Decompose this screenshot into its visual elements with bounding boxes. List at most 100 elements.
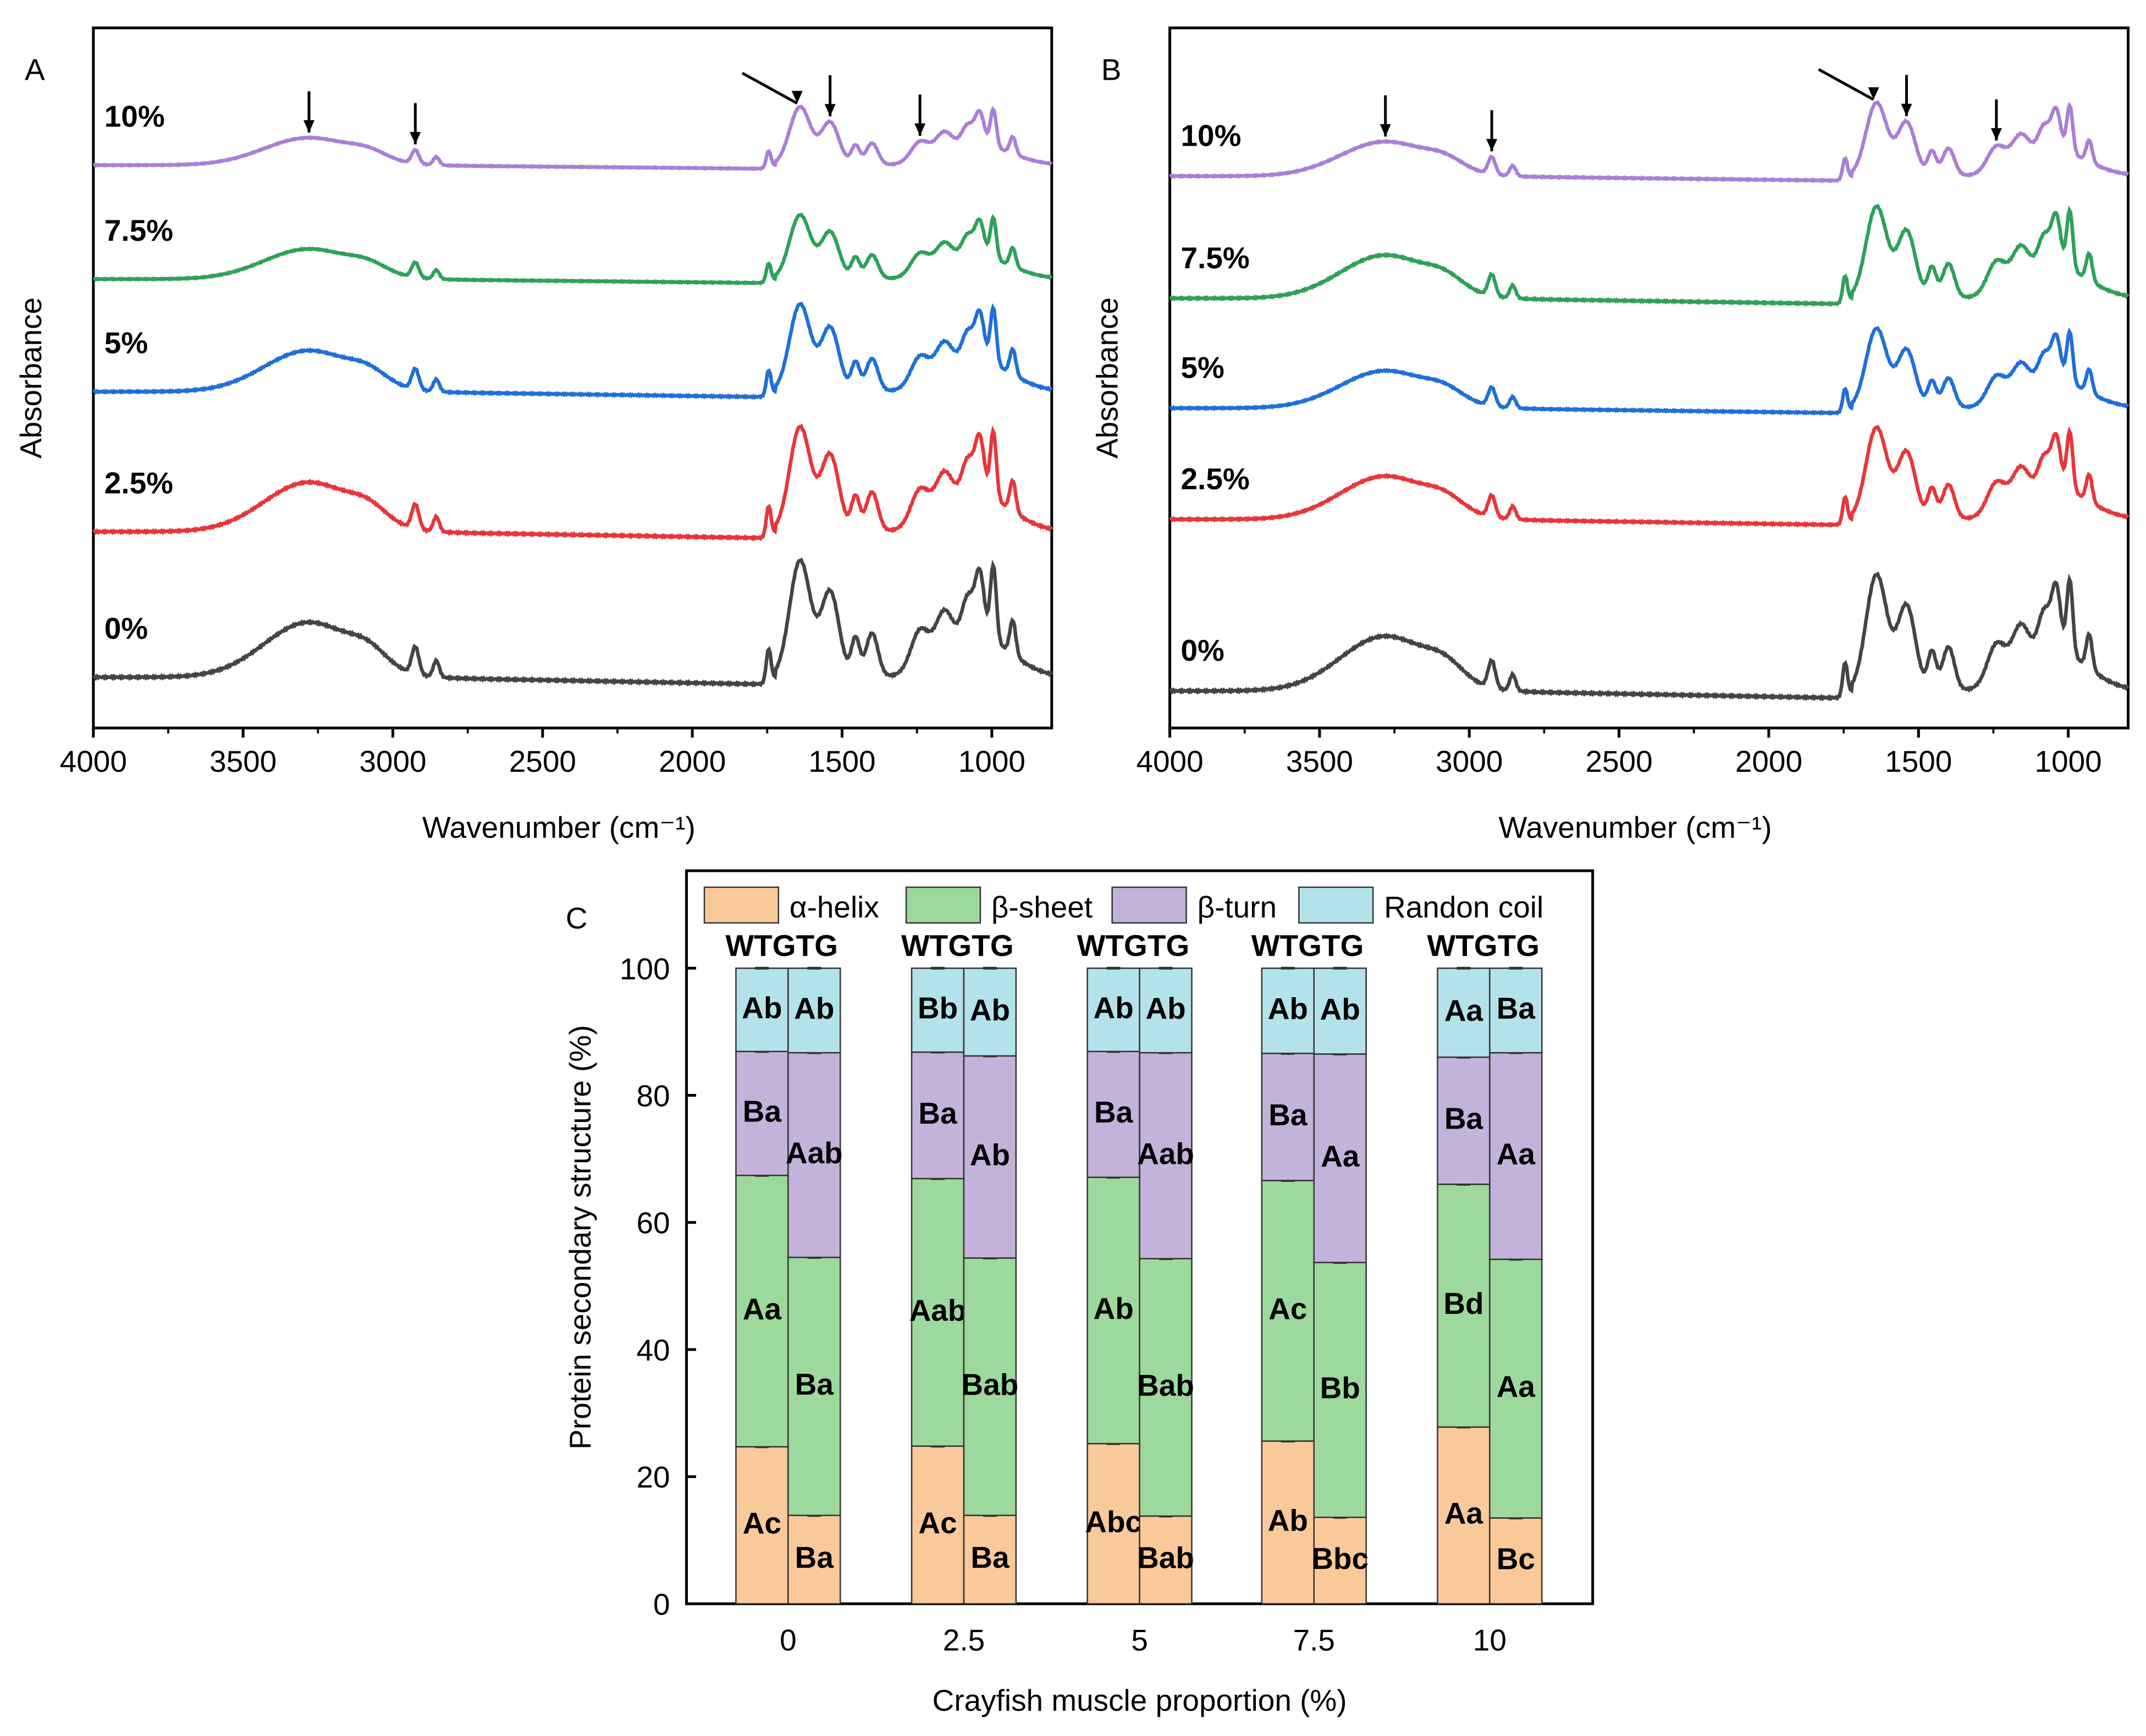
y-tick-label: 0 (653, 1587, 670, 1621)
bar-segment-helix (1437, 1426, 1491, 1605)
arrow-head-icon (1486, 139, 1498, 152)
y-tick-label: 100 (620, 952, 670, 986)
x-tick-label: 2500 (509, 744, 576, 778)
significance-letter: Bbc (1311, 1541, 1369, 1575)
bar-segment-helix (911, 1445, 965, 1605)
significance-letter: Aa (1497, 1369, 1536, 1403)
significance-letter: Bd (1443, 1286, 1483, 1320)
x-tick-label: 3000 (1436, 744, 1503, 778)
x-tick-label: 2000 (659, 744, 726, 778)
significance-letter: Aa (743, 1292, 782, 1326)
spectrum-panel-a: 4000 3500 3000 2500 2000 1500 1000 Wavenumber (… (14, 26, 1053, 844)
spectrum-line-10pct (92, 104, 1053, 172)
group-label: WTG (1251, 928, 1322, 963)
group-label: WTG (1077, 928, 1148, 963)
bar-segment-helix (963, 1514, 1017, 1605)
legend-swatch (1111, 886, 1187, 924)
significance-letter: Bb (918, 991, 958, 1025)
significance-letter: Aab (786, 1136, 843, 1170)
bar-segment-sheet (911, 1177, 965, 1447)
group-label: WTG (1427, 928, 1497, 963)
x-axis-label: Wavenumber (cm⁻¹) (1499, 810, 1772, 844)
spectrum-line-10pct (1169, 100, 2130, 184)
significance-letter: Bab (962, 1368, 1019, 1402)
x-axis-label: Crayfish muscle proportion (%) (933, 1683, 1347, 1717)
significance-letter: Ac (918, 1506, 957, 1540)
x-tick-label: 0 (780, 1623, 797, 1657)
x-tick-label: 1500 (808, 744, 875, 778)
significance-letter: Bab (1137, 1541, 1194, 1575)
bar-segment-sheet (1489, 1258, 1543, 1519)
significance-letter: Abc (1085, 1505, 1142, 1539)
significance-letter: Ba (795, 1367, 834, 1401)
significance-letter: Ab (1145, 991, 1185, 1025)
significance-letter: Ac (743, 1506, 781, 1540)
bar-segment-helix (1139, 1515, 1193, 1605)
bar-segment-turn (1261, 1052, 1315, 1181)
bar-segment-sheet (787, 1257, 841, 1516)
series-label: 7.5% (1181, 241, 1250, 275)
bar-segment-sheet (1086, 1176, 1140, 1445)
significance-letter: Ba (1444, 1102, 1483, 1136)
bar-segment-helix (1261, 1440, 1315, 1605)
bar-segment-sheet (963, 1257, 1017, 1516)
x-tick-label: 1000 (2035, 744, 2102, 778)
x-tick-label: 2000 (1735, 744, 1802, 778)
spectrum-line-0pct (92, 557, 1053, 688)
bar-segment-sheet (1437, 1184, 1491, 1428)
spectrum-line-0pct (1168, 571, 2130, 701)
spectrum-line-2-5pct (1169, 424, 2130, 528)
arrow-head-icon (791, 91, 803, 103)
x-tick-label: 10 (1473, 1623, 1507, 1657)
significance-letter: Ba (970, 1540, 1009, 1574)
significance-letter: Aa (1497, 1137, 1536, 1171)
bar-segment-randoncoil (1489, 967, 1543, 1054)
series-label: 0% (104, 611, 148, 645)
significance-letter: Ba (795, 1540, 834, 1574)
arrow-head-icon (1868, 87, 1879, 100)
significance-letter: Ba (1268, 1098, 1308, 1132)
bar-segment-randoncoil (787, 967, 841, 1054)
significance-letter: Ab (970, 1138, 1010, 1172)
spectrum-line-2-5pct (92, 423, 1053, 541)
series-label: 5% (104, 326, 148, 360)
legend-label: Randon coil (1384, 890, 1543, 924)
x-tick-label: 3500 (209, 744, 277, 778)
group-label: TG (1498, 928, 1540, 963)
arrow-head-icon (824, 104, 836, 117)
bar-segment-turn (963, 1055, 1017, 1259)
group-label: TG (972, 928, 1013, 963)
bar-segment-helix (1313, 1516, 1367, 1605)
arrow-head-icon (410, 132, 421, 145)
significance-letter: Ba (743, 1094, 782, 1128)
bar-segment-turn (787, 1052, 841, 1258)
series-label: 2.5% (1181, 462, 1250, 496)
arrow-head-icon (1990, 128, 2002, 141)
bar-segment-helix (735, 1446, 789, 1605)
annotation-arrow (741, 71, 798, 105)
significance-letter: Bb (1320, 1370, 1360, 1405)
x-tick-label: 3000 (359, 744, 426, 778)
x-tick-label: 4000 (1136, 744, 1203, 778)
bar-segment-randoncoil (1437, 967, 1491, 1058)
y-axis-label: Absorbance (1090, 297, 1124, 458)
significance-letter: Ab (1268, 992, 1308, 1026)
group-label: TG (796, 928, 838, 963)
spectrum-line-7-5pct (92, 212, 1053, 286)
x-tick-label: 1500 (1885, 744, 1952, 778)
arrow-head-icon (303, 120, 315, 133)
series-label: 10% (1181, 119, 1242, 153)
significance-letter: Aa (1321, 1139, 1360, 1173)
significance-letter: Ba (1497, 991, 1536, 1025)
significance-letter: Aa (1444, 993, 1483, 1027)
legend-swatch (1298, 886, 1374, 924)
panel-label: C (566, 901, 588, 935)
spectrum-line-5pct (1169, 326, 2130, 416)
series-label: 7.5% (104, 213, 173, 247)
spectrum-panel-b: 4000 3500 3000 2500 2000 1500 1000 Wavenumber (… (1090, 26, 2130, 844)
significance-letter: Ab (742, 991, 782, 1025)
legend-swatch (703, 886, 780, 924)
significance-letter: Ab (970, 993, 1010, 1027)
